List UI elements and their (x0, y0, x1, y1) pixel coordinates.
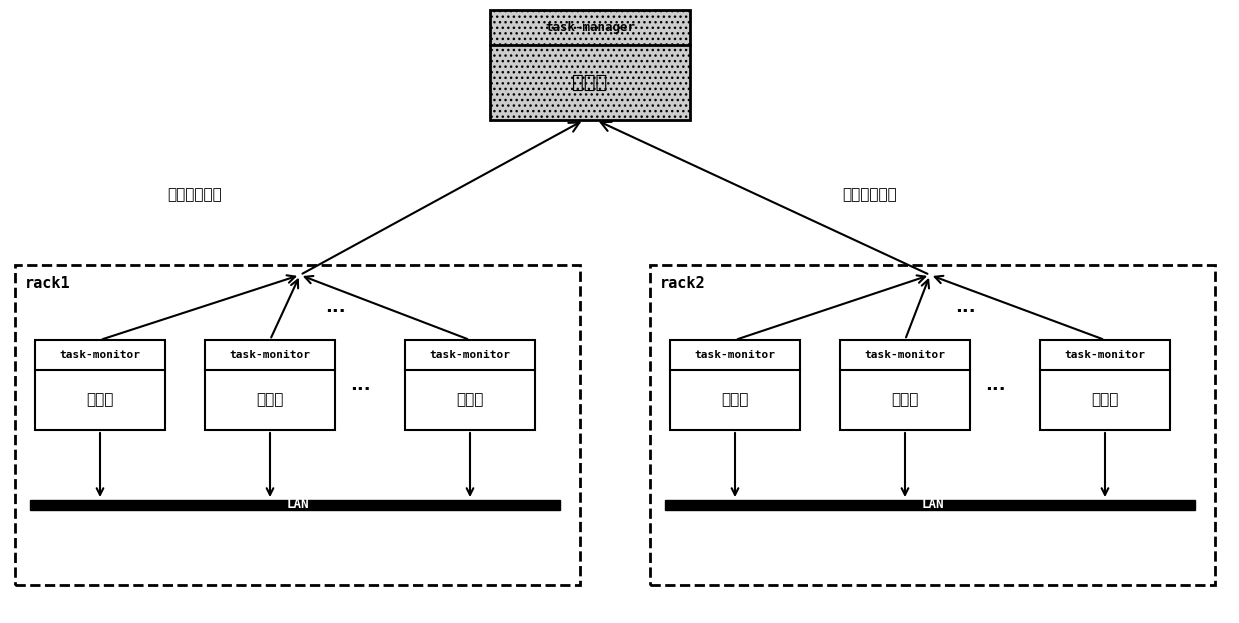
Text: rack2: rack2 (660, 275, 706, 290)
Text: ...: ... (349, 376, 370, 394)
Text: LAN: LAN (286, 498, 309, 511)
Text: 主节点: 主节点 (572, 73, 607, 92)
Bar (650, 265, 1215, 585)
Bar (840, 340, 970, 430)
Text: LAN: LAN (922, 498, 944, 511)
Text: 子节点: 子节点 (891, 392, 918, 407)
Bar (665, 500, 1194, 510)
Text: task-monitor: task-monitor (430, 350, 510, 360)
Text: 任务状态信息: 任务状态信息 (167, 188, 222, 202)
Text: 子节点: 子节点 (87, 392, 114, 407)
Text: 子节点: 子节点 (1092, 392, 1119, 407)
Bar (204, 340, 335, 430)
Text: task-manager: task-manager (545, 21, 636, 34)
Text: rack1: rack1 (25, 275, 71, 290)
Text: ...: ... (325, 298, 346, 316)
Bar (1040, 340, 1170, 430)
Text: ...: ... (985, 376, 1005, 394)
Bar (489, 10, 690, 120)
Text: task-monitor: task-monitor (695, 350, 776, 360)
Text: ...: ... (955, 298, 975, 316)
Text: task-monitor: task-monitor (229, 350, 311, 360)
Bar (670, 340, 800, 430)
Text: task-monitor: task-monitor (59, 350, 140, 360)
Bar (35, 340, 165, 430)
Text: 子节点: 子节点 (256, 392, 284, 407)
Bar (15, 265, 580, 585)
Text: task-monitor: task-monitor (1064, 350, 1146, 360)
Bar (405, 340, 535, 430)
Text: 任务状态信息: 任务状态信息 (843, 188, 897, 202)
Text: 子节点: 子节点 (456, 392, 483, 407)
Bar (30, 500, 560, 510)
Text: task-monitor: task-monitor (865, 350, 945, 360)
Text: 子节点: 子节点 (721, 392, 748, 407)
